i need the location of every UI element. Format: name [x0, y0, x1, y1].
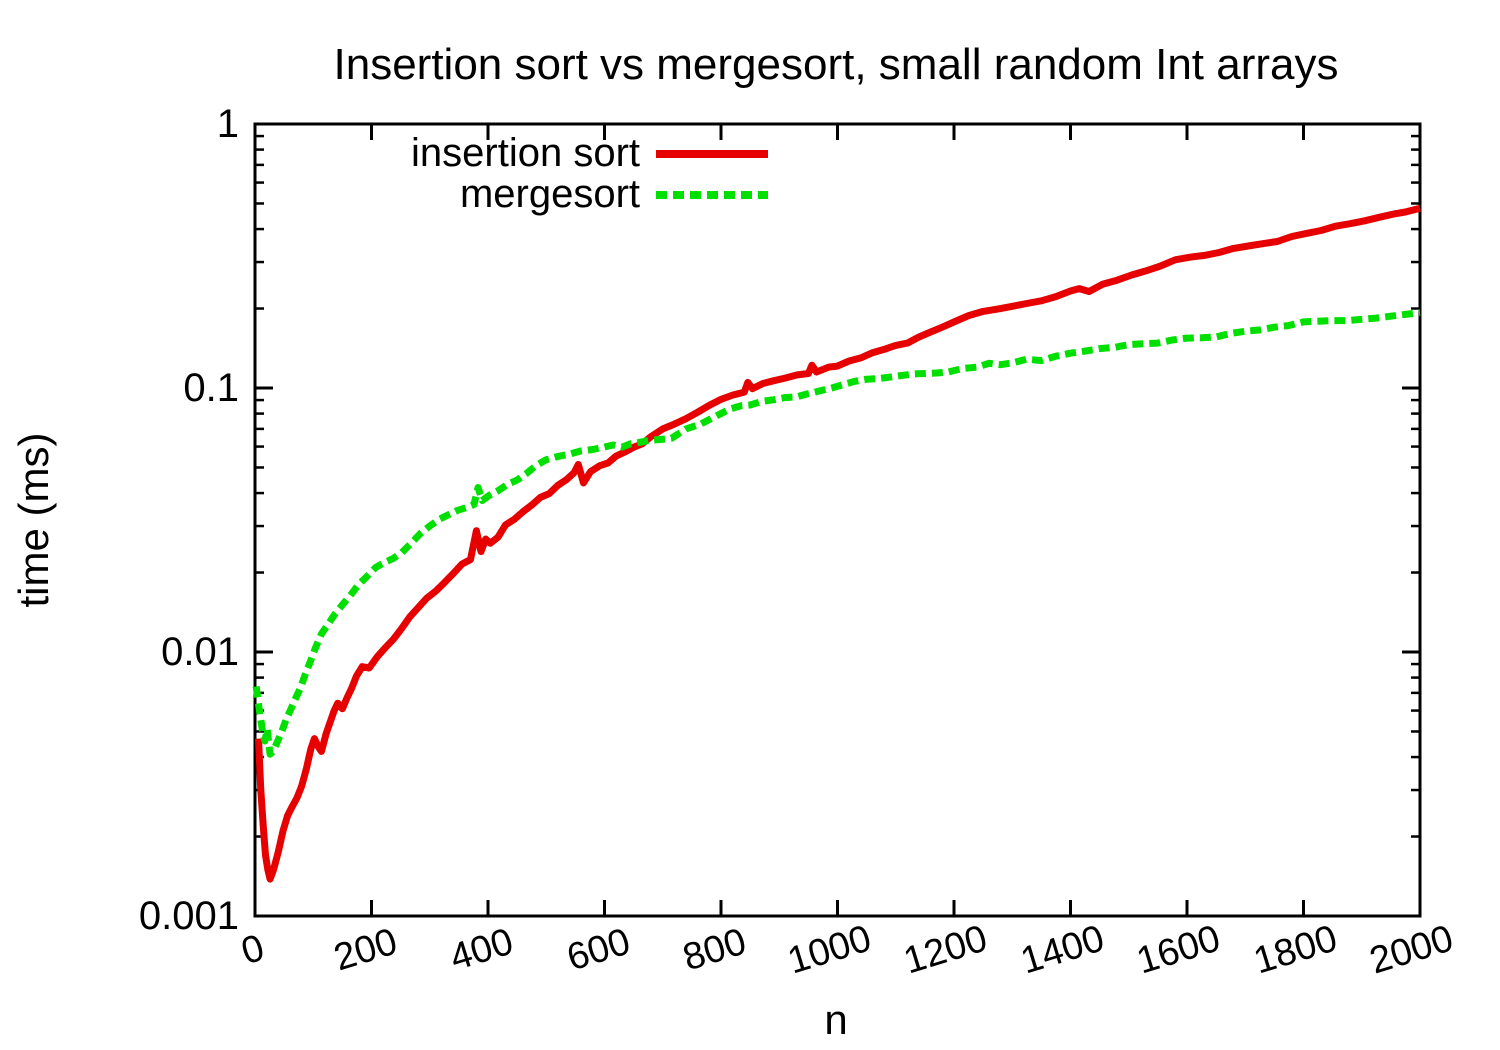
legend: insertion sort mergesort [368, 131, 768, 216]
x-axis-label: n [824, 996, 848, 1043]
y-tick-label: 0.1 [183, 366, 239, 410]
legend-item-mergesort: mergesort [368, 172, 768, 216]
chart-title: Insertion sort vs mergesort, small rando… [333, 40, 1339, 89]
y-tick-label: 0.001 [138, 894, 239, 938]
y-tick-label: 0.01 [161, 630, 239, 674]
legend-line-insertion-sort [656, 149, 768, 158]
y-tick-label: 1 [216, 102, 239, 146]
legend-line-mergesort [656, 190, 768, 199]
legend-item-insertion-sort: insertion sort [368, 131, 768, 175]
legend-label-mergesort: mergesort [459, 172, 640, 216]
legend-label-insertion-sort: insertion sort [411, 131, 640, 175]
